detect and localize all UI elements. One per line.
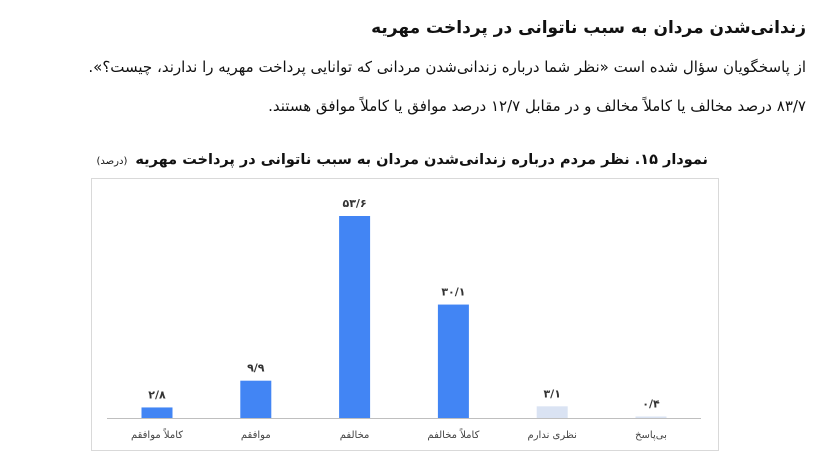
bar bbox=[141, 407, 173, 418]
data-label: ۵۳/۶ bbox=[343, 197, 367, 210]
category-label: موافقم bbox=[241, 430, 271, 441]
bar bbox=[240, 380, 272, 418]
chart-title: نمودار ۱۵. نظر مردم درباره زندانی‌شدن مر… bbox=[97, 152, 708, 168]
chart-unit: (درصد) bbox=[96, 156, 128, 167]
category-label: کاملاً مخالفم bbox=[427, 428, 479, 441]
paragraph-line-1: از پاسخگویان سؤال شده است «نظر شما دربار… bbox=[88, 58, 806, 76]
bar bbox=[536, 406, 568, 418]
bar bbox=[339, 216, 371, 418]
bar bbox=[437, 304, 469, 418]
data-label: ۳۰/۱ bbox=[441, 286, 465, 299]
data-label: ۰/۴ bbox=[642, 397, 660, 410]
data-label: ۳/۱ bbox=[543, 387, 560, 400]
data-label: ۹/۹ bbox=[247, 362, 265, 375]
bar-chart: ۲/۸ کاملاً موافقم ۹/۹ موافقم ۵۳/۶ مخالفم ۳۰/۱ ک… bbox=[91, 178, 719, 451]
chart-frame bbox=[91, 178, 719, 451]
category-label: مخالفم bbox=[340, 430, 370, 441]
paragraph-line-2: ۸۳/۷ درصد مخالف یا کاملاً مخالف و در مقا… bbox=[268, 97, 806, 115]
category-label: کاملاً موافقم bbox=[131, 428, 183, 441]
section-heading: زندانی‌شدن مردان به سبب ناتوانی در پرداخ… bbox=[371, 18, 806, 38]
chart-title-text: نمودار ۱۵. نظر مردم درباره زندانی‌شدن مر… bbox=[135, 152, 708, 168]
category-label: نظری ندارم bbox=[528, 430, 577, 441]
bar bbox=[635, 416, 667, 418]
category-label: بی‌پاسخ bbox=[635, 430, 667, 441]
data-label: ۲/۸ bbox=[148, 388, 166, 401]
